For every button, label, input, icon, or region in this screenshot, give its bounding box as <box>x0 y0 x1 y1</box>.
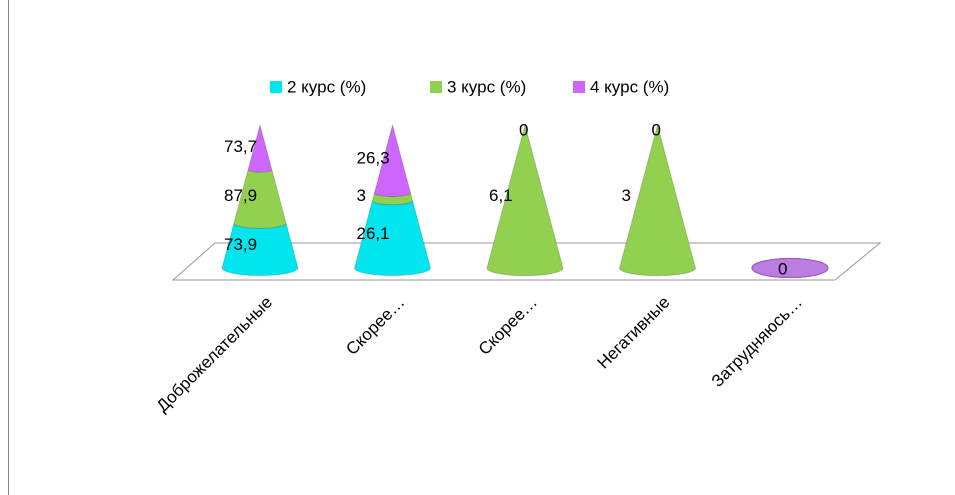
data-label: 0 <box>519 120 528 139</box>
legend-swatch <box>430 81 442 93</box>
data-label: 6,1 <box>489 186 513 205</box>
data-label: 73,9 <box>224 235 257 254</box>
cone-segment <box>247 123 273 173</box>
data-label: 73,7 <box>224 137 257 156</box>
legend-swatch <box>270 81 282 93</box>
legend-label: 4 курс (%) <box>590 77 669 96</box>
legend-label: 2 курс (%) <box>287 77 366 96</box>
data-label: 26,3 <box>357 148 390 167</box>
data-label: 87,9 <box>224 186 257 205</box>
data-label: 26,1 <box>357 224 390 243</box>
legend-label: 3 курс (%) <box>447 77 526 96</box>
data-label: 3 <box>622 186 631 205</box>
legend-swatch <box>573 81 585 93</box>
data-label: 3 <box>357 186 366 205</box>
data-label: 0 <box>778 259 787 278</box>
cone-segment <box>618 123 697 277</box>
data-label: 0 <box>652 120 661 139</box>
cone-base <box>751 258 829 278</box>
cone-segment <box>486 123 564 277</box>
cone-segment <box>373 123 412 197</box>
